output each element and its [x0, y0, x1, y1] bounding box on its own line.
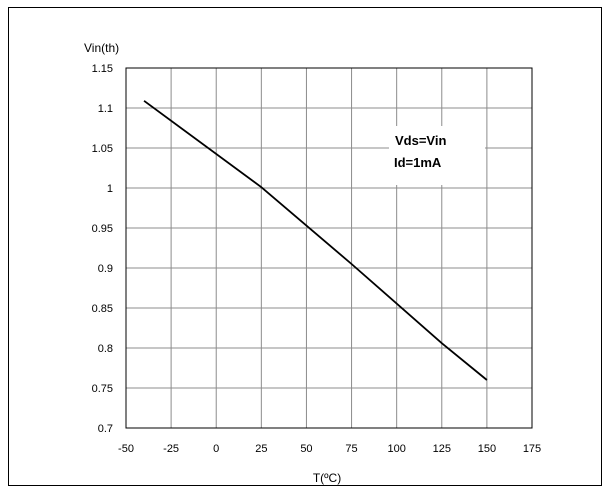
y-tick-label: 0.7 — [98, 423, 113, 435]
x-tick-label: 175 — [523, 443, 541, 455]
x-tick-label: 75 — [345, 443, 357, 455]
x-axis-label: T(ºC) — [313, 471, 341, 485]
y-axis-label: Vin(th) — [84, 41, 119, 55]
x-tick-label: 150 — [478, 443, 496, 455]
annotation-box: Vds=Vin Id=1mA — [389, 126, 485, 185]
y-tick-label: 0.9 — [98, 263, 113, 275]
y-tick-label: 1.05 — [92, 143, 113, 155]
y-tick-label: 0.95 — [92, 223, 113, 235]
annotation-background — [389, 126, 485, 185]
x-tick-label: 25 — [255, 443, 267, 455]
x-tick-label: 125 — [433, 443, 451, 455]
y-tick-label: 1 — [107, 183, 113, 195]
y-tick-label: 0.85 — [92, 303, 113, 315]
chart-frame — [8, 7, 602, 486]
series-group — [143, 100, 488, 381]
x-tick-label: 50 — [300, 443, 312, 455]
y-tick-label: 0.8 — [98, 343, 113, 355]
x-tick-label: 100 — [387, 443, 405, 455]
y-tick-label: 0.75 — [92, 383, 113, 395]
x-tick-label: 0 — [213, 443, 219, 455]
annotation-line-2: Id=1mA — [394, 155, 442, 170]
x-tick-label: -25 — [163, 443, 179, 455]
y-tick-labels: 1.15 1.1 1.05 1 0.95 0.9 0.85 0.8 0.75 0.7 — [92, 63, 113, 435]
annotation-line-1: Vds=Vin — [395, 133, 446, 148]
y-tick-label: 1.15 — [92, 63, 113, 75]
series-line — [143, 100, 488, 381]
grid — [126, 68, 532, 428]
x-tick-label: -50 — [118, 443, 134, 455]
plot-area-border — [125, 67, 533, 429]
y-tick-label: 1.1 — [98, 103, 113, 115]
x-tick-labels: -50 -25 0 25 50 75 100 125 150 175 — [118, 443, 541, 455]
